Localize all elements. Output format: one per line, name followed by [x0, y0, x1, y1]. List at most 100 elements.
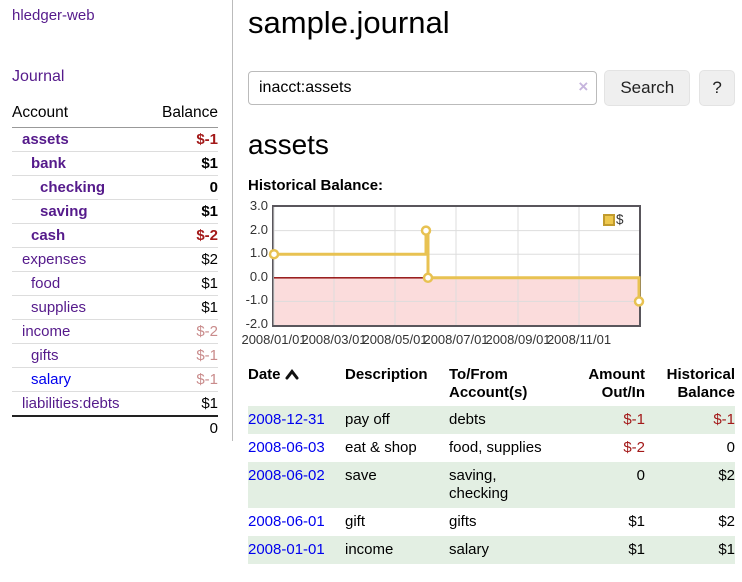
- legend-swatch-icon: [603, 213, 615, 226]
- account-row: food $1: [12, 271, 218, 296]
- account-balance: $-1: [147, 127, 218, 152]
- account-balance: $2: [147, 247, 218, 272]
- transaction-date-link[interactable]: 2008-06-01: [248, 513, 325, 530]
- transaction-accounts: salary: [449, 541, 490, 558]
- transaction-accounts: gifts: [449, 513, 477, 530]
- account-link-gifts[interactable]: gifts: [31, 347, 59, 364]
- transaction-description: save: [345, 467, 377, 484]
- transaction-balance: 0: [726, 439, 735, 456]
- transaction-date-link[interactable]: 2008-06-03: [248, 439, 325, 456]
- account-balance: $1: [147, 271, 218, 296]
- account-link-saving[interactable]: saving: [40, 203, 88, 220]
- account-balance: $1: [147, 151, 218, 176]
- account-balance: $-1: [147, 343, 218, 368]
- account-balance: $-2: [147, 319, 218, 344]
- historical-balance-chart: $ 3.0 2.0 1.0 0.0 -1.0 -2.0 2008/01/01 2008/03/…: [241, 199, 735, 347]
- transaction-description: pay off: [345, 411, 390, 428]
- sidebar: hledger-web Journal Account Balance asse…: [0, 0, 233, 441]
- x-axis-tick-label: 2008/07/01: [423, 332, 489, 347]
- brand-link[interactable]: hledger-web: [12, 7, 95, 24]
- y-axis-tick-label: 3.0: [249, 198, 268, 213]
- register-col-balance: Historical Balance: [666, 366, 735, 401]
- account-row: expenses $2: [12, 247, 218, 272]
- transaction-description: income: [345, 541, 394, 558]
- account-row: cash $-2: [12, 223, 218, 248]
- account-row: salary $-1: [12, 367, 218, 392]
- account-row: checking 0: [12, 175, 218, 200]
- register-table: Date Description To/From Account(s) Amou…: [248, 364, 735, 564]
- chart-section-label: Historical Balance:: [248, 177, 384, 194]
- clear-search-icon[interactable]: ×: [578, 77, 589, 96]
- transaction-accounts: saving, checking: [449, 467, 509, 502]
- chart-plot: [268, 205, 645, 327]
- x-axis-tick-label: 2008/01/01: [241, 332, 307, 347]
- search-form: × Search ?: [248, 70, 735, 106]
- accounts-table-body: assets $-1 bank $1 checking 0 saving $1 cash $-2 e…: [12, 127, 218, 416]
- account-heading: assets: [248, 129, 329, 160]
- accounts-total-row: 0: [12, 415, 218, 440]
- sort-ascending-icon: [285, 367, 299, 385]
- account-link-bank[interactable]: bank: [31, 155, 67, 172]
- transaction-row: 2008-06-02 save saving, checking 0 $2: [248, 462, 735, 508]
- account-row: income $-2: [12, 319, 218, 344]
- transaction-balance: $1: [718, 541, 735, 558]
- transaction-description: gift: [345, 513, 366, 530]
- account-balance: 0: [147, 175, 218, 200]
- y-axis-tick-label: 1.0: [249, 245, 268, 261]
- accounts-table: Account Balance assets $-1 bank $1 checking 0…: [12, 101, 218, 440]
- account-link-food[interactable]: food: [31, 275, 61, 292]
- account-row: liabilities:debts $1: [12, 391, 218, 416]
- account-link-income[interactable]: income: [22, 323, 71, 340]
- x-axis-tick-label: 2008/11/01: [546, 332, 612, 347]
- y-axis-tick-label: 2.0: [249, 221, 268, 237]
- account-link-liabilities-debts[interactable]: liabilities:debts: [22, 395, 120, 412]
- register-col-date[interactable]: Date: [248, 364, 345, 406]
- y-axis-tick-label: 0.0: [249, 268, 268, 284]
- register-table-body: 2008-12-31 pay off debts $-1 $-1 2008-06-03 ea…: [248, 406, 735, 564]
- page-title: sample.journal: [248, 5, 450, 40]
- x-axis-tick-label: 2008/03/01: [301, 332, 367, 347]
- transaction-accounts: food, supplies: [449, 439, 542, 456]
- help-button[interactable]: ?: [699, 70, 735, 106]
- accounts-col-balance: Balance: [147, 101, 218, 128]
- register-col-amount: Amount Out/In: [588, 366, 645, 401]
- account-balance: $1: [147, 295, 218, 320]
- account-row: assets $-1: [12, 127, 218, 152]
- y-axis-tick-label: -2.0: [245, 316, 268, 331]
- account-link-supplies[interactable]: supplies: [31, 299, 87, 316]
- search-input[interactable]: [248, 71, 598, 105]
- transaction-date-link[interactable]: 2008-06-02: [248, 467, 325, 484]
- transaction-description: eat & shop: [345, 439, 417, 456]
- sidebar-item-journal[interactable]: Journal: [12, 68, 65, 85]
- transaction-date-link[interactable]: 2008-12-31: [248, 411, 325, 428]
- account-link-assets[interactable]: assets: [22, 131, 69, 148]
- register-col-tofrom: To/From Account(s): [449, 366, 528, 401]
- transaction-amount: $1: [628, 513, 645, 530]
- transaction-row: 2008-12-31 pay off debts $-1 $-1: [248, 406, 735, 434]
- transaction-accounts: debts: [449, 411, 486, 428]
- transaction-amount: 0: [636, 467, 645, 484]
- account-balance: $1: [147, 199, 218, 224]
- register-col-description: Description: [345, 366, 428, 383]
- transaction-amount: $-2: [623, 439, 645, 456]
- accounts-total-value: 0: [147, 415, 218, 440]
- account-link-cash[interactable]: cash: [31, 227, 66, 244]
- account-balance: $-1: [147, 367, 218, 392]
- transaction-date-link[interactable]: 2008-01-01: [248, 541, 325, 558]
- account-balance: $-2: [147, 223, 218, 248]
- transaction-row: 2008-06-01 gift gifts $1 $2: [248, 508, 735, 536]
- search-button[interactable]: Search: [604, 70, 691, 106]
- accounts-col-account: Account: [12, 101, 148, 128]
- account-link-salary[interactable]: salary: [31, 371, 72, 388]
- account-link-checking[interactable]: checking: [40, 179, 106, 196]
- transaction-balance: $2: [718, 513, 735, 530]
- account-row: gifts $-1: [12, 343, 218, 368]
- account-link-expenses[interactable]: expenses: [22, 251, 87, 268]
- transaction-balance: $2: [718, 467, 735, 484]
- y-axis-tick-label: -1.0: [245, 292, 268, 308]
- chart-legend: $: [603, 212, 624, 227]
- x-axis-tick-label: 2008/09/01: [485, 332, 551, 347]
- account-row: supplies $1: [12, 295, 218, 320]
- transaction-row: 2008-06-03 eat & shop food, supplies $-2 0: [248, 434, 735, 462]
- main-content: sample.journal × Search ? assets Histori…: [241, 0, 735, 564]
